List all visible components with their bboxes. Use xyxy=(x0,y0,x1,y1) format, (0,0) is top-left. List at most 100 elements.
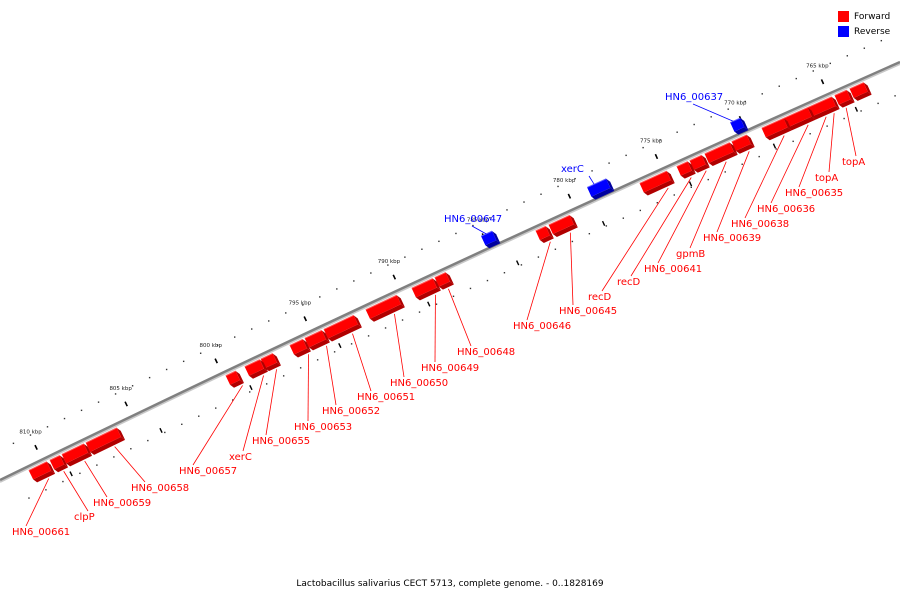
gene-box-face xyxy=(666,171,675,184)
forward-swatch-icon xyxy=(838,11,849,22)
gene-box-face xyxy=(432,278,441,291)
gene-box-face xyxy=(849,82,868,98)
ruler-dot-lower xyxy=(537,256,540,258)
gene-box-highlight xyxy=(289,338,303,346)
gene-box-face xyxy=(304,330,326,348)
gene-label: HN6_00651 xyxy=(357,392,415,403)
scale-tick-label: 785 kbp xyxy=(467,218,490,224)
ruler-dot-upper xyxy=(29,434,32,436)
gene-leader-line xyxy=(352,333,372,392)
gene-forward-box xyxy=(260,353,281,372)
gene-box-face xyxy=(552,224,578,238)
gene-label: HN6_00648 xyxy=(457,347,515,358)
gene-box-highlight xyxy=(28,461,47,471)
gene-label: HN6_00658 xyxy=(131,483,189,494)
gene-label: HN6_00636 xyxy=(757,204,815,215)
gene-leader-line xyxy=(84,460,108,498)
ruler-dot-lower xyxy=(350,343,353,345)
ruler-dot-upper xyxy=(12,442,15,445)
gene-box-face xyxy=(264,362,281,372)
gene-box-face xyxy=(735,144,755,154)
ruler-dot-upper xyxy=(438,240,440,243)
gene-leader-line xyxy=(526,241,551,321)
gene-label: HN6_00650 xyxy=(390,378,448,389)
ruler-dot-lower xyxy=(435,303,438,305)
ruler-dot-upper xyxy=(234,336,236,338)
gene-box-face xyxy=(807,96,836,117)
gene-forward-box xyxy=(731,134,755,154)
gene-reverse-box xyxy=(730,117,749,135)
gene-label: HN6_00638 xyxy=(731,219,789,230)
gene-box-highlight xyxy=(480,230,493,237)
gene-leader-line xyxy=(242,375,264,452)
gene-box-face xyxy=(761,118,788,138)
gene-box-highlight xyxy=(689,154,702,162)
gene-box-face xyxy=(411,278,437,298)
legend-label-forward: Forward xyxy=(854,11,891,22)
ruler-dot-upper xyxy=(846,55,849,57)
gene-box-face xyxy=(708,151,738,166)
ruler-dot-lower xyxy=(588,232,591,235)
ruler-dot-upper xyxy=(506,209,508,211)
gene-box-face xyxy=(369,304,405,322)
gene-box-face xyxy=(485,240,501,249)
reverse-swatch-icon xyxy=(838,26,849,37)
gene-forward-box xyxy=(676,161,696,179)
ruler-dot-lower xyxy=(877,102,879,105)
ruler-dot-upper xyxy=(727,108,729,110)
gene-box-face xyxy=(783,118,792,131)
ruler-dot-lower xyxy=(62,480,64,483)
gene-box-face xyxy=(61,443,89,464)
gene-box-face xyxy=(396,295,405,308)
gene-box-highlight xyxy=(761,117,784,129)
gene-label: HN6_00661 xyxy=(12,527,70,538)
legend-item-reverse: Reverse xyxy=(838,24,890,39)
gene-label: recD xyxy=(617,277,641,288)
gene-box-highlight xyxy=(834,89,847,96)
ruler-dot-upper xyxy=(131,385,134,387)
scale-minor-tick xyxy=(249,385,253,391)
scale-minor-tick xyxy=(159,427,163,433)
gene-label: topA xyxy=(842,157,865,168)
gene-box-highlight xyxy=(730,117,741,124)
gene-box-highlight xyxy=(535,225,546,232)
gene-box-highlight xyxy=(434,271,446,279)
gene-box-highlight xyxy=(548,214,570,226)
gene-box-face xyxy=(259,359,268,372)
gene-leader-line xyxy=(630,177,692,277)
gene-leader-line xyxy=(744,135,785,219)
gene-forward-box xyxy=(704,142,738,166)
ruler-dot-upper xyxy=(63,417,66,420)
ruler-dot-lower xyxy=(249,391,251,393)
ruler-dot-upper xyxy=(710,116,712,118)
gene-box-highlight xyxy=(323,314,354,330)
ruler-dot-upper xyxy=(625,154,627,157)
ruler-dot-lower xyxy=(673,194,675,196)
ruler-dot-upper xyxy=(574,177,576,180)
gene-label: HN6_00645 xyxy=(559,306,617,317)
ruler-dot-lower xyxy=(690,186,692,188)
backbone-line xyxy=(0,60,900,482)
gene-label: HN6_00653 xyxy=(294,422,352,433)
ruler-dot-upper xyxy=(251,328,253,330)
ruler-dot-lower xyxy=(215,407,217,409)
gene-label: xerC xyxy=(561,164,584,175)
scale-tick-label: 805 kbp xyxy=(109,386,132,392)
gene-leader-line xyxy=(689,161,727,249)
scale-major-tick xyxy=(214,358,218,364)
ruler-dot-lower xyxy=(299,367,302,369)
legend-label-reverse: Reverse xyxy=(854,26,891,37)
gene-label: topA xyxy=(815,173,838,184)
gene-box-face xyxy=(230,380,245,388)
gene-box-highlight xyxy=(61,443,84,455)
gene-box-face xyxy=(33,470,56,483)
ruler-dot-lower xyxy=(147,439,149,442)
ruler-dot-upper xyxy=(268,320,270,322)
gene-leader-line xyxy=(192,385,243,466)
ruler-dot-upper xyxy=(46,426,49,428)
ruler-dot-upper xyxy=(676,131,678,133)
ruler-dot-upper xyxy=(114,393,117,395)
gene-reverse-box xyxy=(586,178,615,200)
gene-forward-box xyxy=(365,294,405,322)
ruler-dot-lower xyxy=(181,423,183,426)
